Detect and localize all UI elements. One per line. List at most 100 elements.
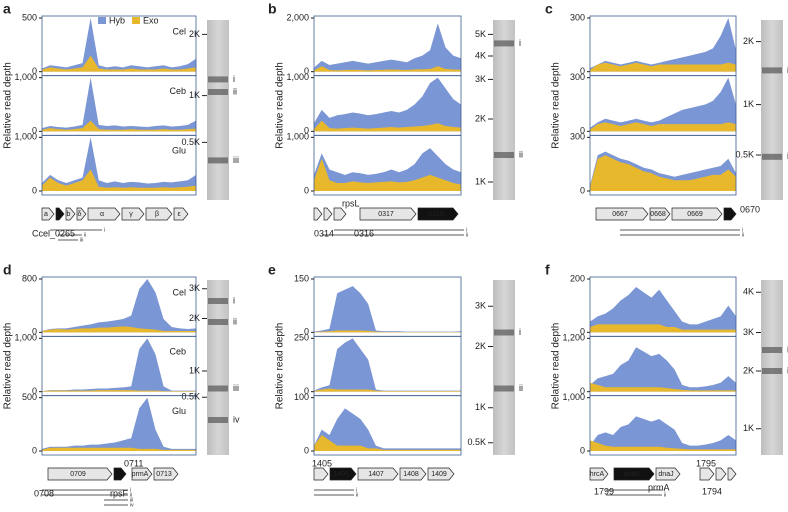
gene-label: γ	[129, 211, 133, 218]
area	[42, 390, 196, 392]
subplot-title: Glu	[172, 146, 186, 156]
y-tick-label: 0	[580, 445, 585, 455]
y-tick-label: 0	[580, 66, 585, 76]
area	[42, 447, 196, 451]
gel	[493, 20, 515, 200]
gene-name: 1795	[696, 458, 716, 468]
area	[590, 382, 736, 392]
subplot-title: Cel	[172, 26, 186, 36]
area	[42, 120, 196, 132]
transcript-label: ii	[84, 232, 86, 238]
gel-marker: 5K	[475, 29, 486, 39]
gel-band-label: ii	[519, 149, 523, 159]
gel-band	[208, 298, 228, 304]
legend-label: Hyb	[109, 15, 125, 25]
gene-arrow	[87, 207, 121, 221]
area	[314, 388, 461, 392]
gene-arrow	[76, 207, 87, 221]
y-tick-label: 300	[570, 72, 585, 82]
gene-arrow	[65, 207, 76, 221]
y-tick-label: 0	[304, 66, 309, 76]
plot-frame	[313, 134, 462, 196]
y-tick-label: 0	[32, 66, 37, 76]
plot-frame	[313, 395, 462, 456]
plot-frame	[589, 134, 737, 196]
gene-name: 1794	[702, 486, 722, 496]
area	[590, 416, 736, 451]
gene-arrow	[131, 467, 153, 481]
gel-marker: 0.5K	[735, 149, 754, 159]
y-tick-label: 1,000	[14, 72, 37, 82]
area	[314, 158, 461, 191]
plot-frame	[41, 395, 197, 456]
gel	[207, 280, 229, 455]
gel-marker: 1K	[475, 402, 486, 412]
gel-marker: 1K	[189, 365, 200, 375]
gene-arrow	[595, 207, 649, 221]
gene-name: 0670	[740, 204, 760, 214]
gene-arrow	[427, 467, 455, 481]
legend-label: Exo	[143, 15, 159, 25]
gene-arrow	[649, 207, 671, 221]
gel-band	[762, 153, 782, 160]
area	[42, 338, 196, 392]
gel-band-label: i	[233, 295, 235, 305]
panel-letter: b	[268, 1, 277, 17]
y-tick-label: 0	[580, 327, 585, 337]
gene-label: ε	[177, 211, 180, 218]
gel-marker: 1K	[189, 90, 200, 100]
gene-name: 1405	[312, 458, 332, 468]
y-tick-label: 800	[22, 273, 37, 283]
plot-frame	[41, 134, 197, 196]
y-tick-label: 1,000	[14, 132, 37, 142]
area	[590, 122, 736, 132]
y-tick-label: 0	[304, 327, 309, 337]
gene-arrow	[417, 207, 459, 221]
gene-arrow	[323, 207, 333, 221]
transcript-label: i	[742, 227, 743, 233]
gel-band-label: i	[519, 38, 521, 48]
y-axis-label: Relative read depth	[275, 323, 286, 410]
legend-swatch	[98, 17, 106, 24]
gene-label: 0317	[378, 211, 394, 218]
y-tick-label: 300	[570, 12, 585, 22]
gene-arrow	[329, 467, 357, 481]
area	[590, 347, 736, 392]
gel-band	[208, 157, 228, 164]
gel-marker: 3K	[475, 301, 486, 311]
area	[314, 330, 461, 333]
y-axis-label: Relative read depth	[551, 323, 562, 410]
gene-label: dnaJ	[658, 471, 673, 478]
gel-band	[208, 385, 228, 392]
gel-band-label: ii	[519, 383, 523, 393]
transcript-label: ii	[130, 492, 132, 498]
panel-letter: a	[3, 1, 11, 17]
gel-band-label: i	[233, 74, 235, 84]
y-tick-label: 0	[32, 327, 37, 337]
area	[590, 18, 736, 72]
area	[314, 435, 461, 451]
y-tick-label: 1,000	[14, 333, 37, 343]
gel-band-label: ii	[233, 86, 237, 96]
legend-swatch	[132, 17, 140, 24]
area	[42, 77, 196, 132]
y-tick-label: 0	[304, 185, 309, 195]
gene-arrow	[655, 467, 681, 481]
gene-arrow	[359, 207, 417, 221]
gel-band	[208, 76, 228, 83]
area	[42, 326, 196, 333]
gel-marker: 1K	[475, 176, 486, 186]
gene-arrow	[121, 207, 145, 221]
gene-label: δ	[78, 211, 82, 218]
area	[314, 66, 461, 72]
gene-label: 1408	[403, 471, 419, 478]
area	[42, 279, 196, 333]
y-tick-label: 1,000	[286, 132, 309, 142]
area	[42, 55, 196, 72]
y-tick-label: 0	[32, 445, 37, 455]
gene-arrow	[727, 467, 737, 481]
gene-label: hrcA	[590, 471, 605, 478]
y-tick-label: 500	[22, 392, 37, 402]
gene-label: a	[44, 211, 48, 218]
y-tick-label: 0	[32, 386, 37, 396]
